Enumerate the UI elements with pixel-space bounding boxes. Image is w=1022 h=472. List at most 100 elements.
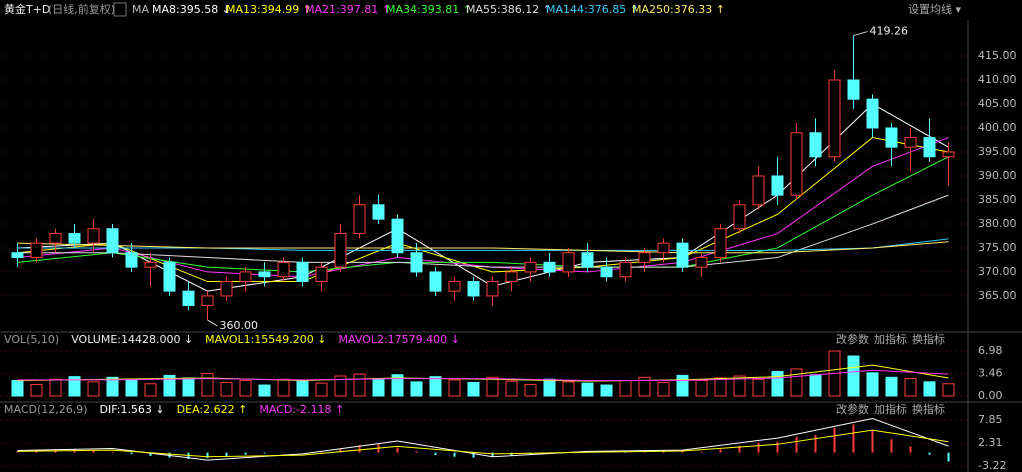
ma-legend: MA144:376.85 ↑ — [546, 3, 639, 16]
low-label: 360.00 — [220, 319, 259, 332]
candle-body — [790, 132, 803, 196]
volume-bar — [942, 383, 955, 397]
volume-bar — [524, 383, 537, 397]
symbol: 黄金T+D — [4, 2, 50, 16]
volume-bar — [334, 375, 347, 397]
candle-body — [239, 271, 252, 283]
candle-body — [106, 228, 119, 254]
volume-bar — [201, 372, 214, 397]
volume-bar — [809, 374, 822, 397]
volume-bar — [391, 374, 404, 397]
help-icon[interactable] — [113, 2, 127, 17]
candle-body — [315, 266, 328, 283]
panel-button[interactable]: 改参数 — [836, 402, 869, 416]
candle-body — [391, 218, 404, 254]
candle-body — [486, 281, 499, 297]
volume-bar — [125, 379, 138, 397]
candle-body — [372, 204, 385, 220]
candle-body — [562, 252, 575, 273]
volume-bar — [885, 376, 898, 397]
candle-body — [258, 271, 271, 278]
candle-body — [505, 271, 518, 283]
series-legend: DIF:1.563 ↓ — [100, 403, 165, 416]
panel-button[interactable]: 换指标 — [912, 402, 945, 416]
candle-body — [923, 137, 936, 158]
y-tick-label: 395.00 — [978, 145, 1017, 158]
volume-bar — [467, 381, 480, 397]
ma-legend: MA34:393.81 ↑ — [386, 3, 472, 16]
volume-bar — [182, 377, 195, 397]
macd-value: MACD:-2.118 ↑ — [259, 403, 344, 416]
ma-legend: MA250:376.33 ↑ — [632, 3, 725, 16]
volume-value: VOLUME:14428.000 ↓ — [71, 333, 193, 346]
candle-body — [714, 228, 727, 259]
volume-bar — [144, 383, 157, 397]
y-tick-label: 365.00 — [978, 289, 1017, 302]
y-tick-label: 3.46 — [978, 367, 1003, 380]
candle-body — [866, 98, 879, 129]
ma-settings[interactable]: 设置均线 ▾ — [908, 2, 961, 16]
volume-bar — [657, 381, 670, 397]
panel-title: MACD(12,26,9) — [4, 403, 88, 416]
volume-bar — [429, 376, 442, 397]
candle-body — [733, 204, 746, 230]
volume-bar — [353, 373, 366, 397]
volume-bar — [505, 380, 518, 397]
volume-bar — [847, 355, 860, 397]
volume-bar — [448, 379, 461, 397]
candle-body — [410, 252, 423, 273]
ma-line — [17, 241, 949, 254]
volume-bar — [258, 384, 271, 397]
volume-bar — [315, 382, 328, 397]
series-legend: DEA:2.622 ↑ — [177, 403, 248, 416]
y-tick-label: 6.98 — [978, 344, 1003, 357]
candle-body — [87, 228, 100, 244]
volume-bar — [277, 378, 290, 397]
candle-body — [638, 252, 651, 263]
volume-bar — [581, 382, 594, 397]
y-tick-label: 390.00 — [978, 169, 1017, 182]
candle-body — [771, 175, 784, 196]
candle-body — [125, 252, 138, 268]
ma-line — [17, 194, 949, 268]
volume-bar — [923, 381, 936, 397]
ma-label: MA — [132, 3, 149, 16]
high-label: 419.26 — [870, 25, 909, 38]
volume-bar — [30, 383, 43, 397]
candle-body — [543, 261, 556, 273]
panel-button[interactable]: 改参数 — [836, 332, 869, 346]
candle-body — [657, 242, 670, 254]
volume-bar — [87, 381, 100, 397]
volume-bar — [771, 371, 784, 397]
candle-body — [429, 271, 442, 292]
y-tick-label: 375.00 — [978, 241, 1017, 254]
candle-body — [942, 151, 955, 158]
candle-body — [68, 233, 81, 244]
volume-bar — [638, 376, 651, 397]
ma-legend: MA55:386.12 ↑ — [466, 3, 552, 16]
panel-title: VOL(5,10) — [4, 333, 59, 346]
candle-body — [353, 204, 366, 235]
volume-bar — [619, 380, 632, 397]
volume-bar — [68, 376, 81, 397]
volume-bar — [372, 378, 385, 397]
candle-body — [885, 127, 898, 148]
volume-bar — [676, 374, 689, 397]
volume-bar — [163, 374, 176, 397]
ma-legend: MA21:397.81 ↑ — [305, 3, 391, 16]
volume-bar — [790, 368, 803, 397]
candle-body — [828, 79, 841, 158]
panel-button[interactable]: 加指标 — [874, 332, 907, 346]
candle-body — [752, 175, 765, 206]
candle-body — [524, 261, 537, 273]
indicator-line — [17, 418, 949, 461]
indicator-line — [17, 364, 949, 382]
candle-body — [11, 252, 24, 259]
y-tick-label: 2.31 — [978, 436, 1003, 449]
panel-button[interactable]: 加指标 — [874, 402, 907, 416]
candle-body — [182, 290, 195, 307]
candle-body — [144, 261, 157, 268]
panel-button[interactable]: 换指标 — [912, 332, 945, 346]
y-tick-label: 370.00 — [978, 265, 1017, 278]
